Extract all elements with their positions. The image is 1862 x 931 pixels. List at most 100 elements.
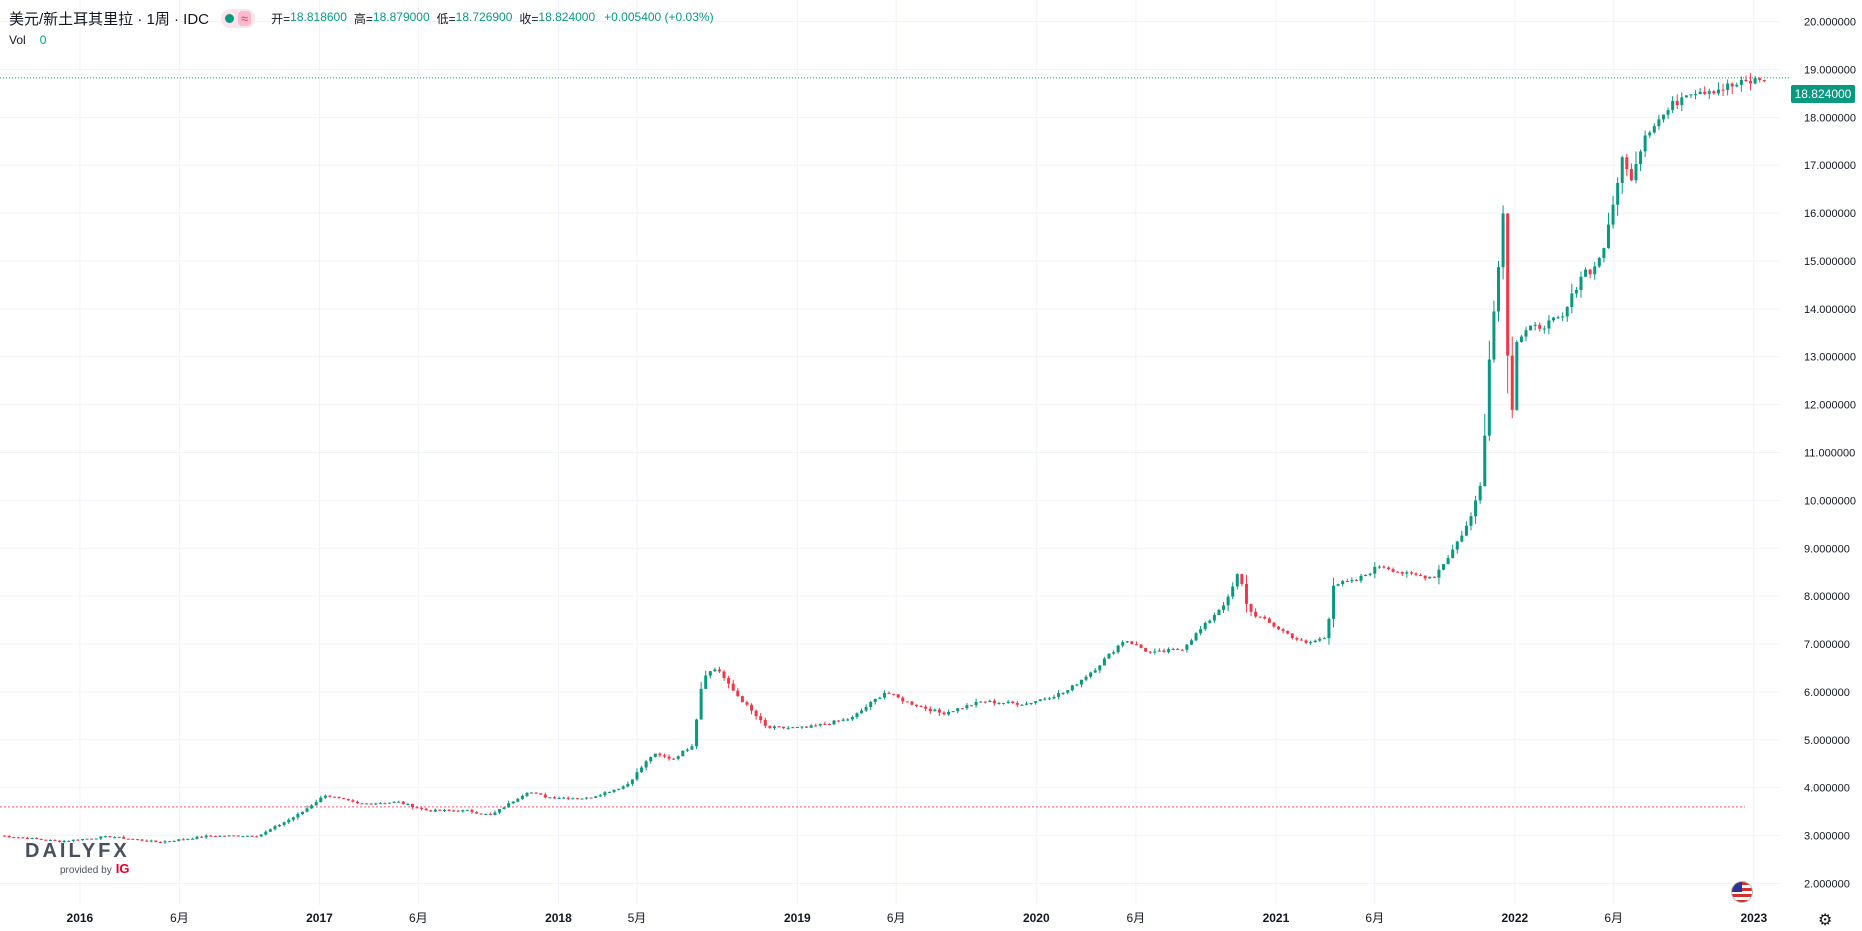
- candle-body: [1148, 651, 1152, 653]
- volume-label[interactable]: Vol: [9, 33, 26, 47]
- candle-body: [585, 797, 589, 799]
- candle-body: [1496, 267, 1500, 312]
- candle-body: [644, 761, 648, 768]
- candle-body: [1735, 84, 1739, 87]
- market-status-pill[interactable]: ≈: [221, 8, 256, 28]
- candle-body: [438, 809, 442, 811]
- candle-body: [1157, 650, 1161, 652]
- candle-body: [223, 835, 227, 837]
- candle-body: [552, 797, 556, 799]
- candle-body: [232, 835, 236, 837]
- candle-body: [1501, 213, 1505, 268]
- low-value: 18.726900: [455, 9, 513, 24]
- candle-body: [1538, 324, 1542, 329]
- candle-body: [323, 795, 327, 798]
- candle-body: [1561, 316, 1565, 318]
- candle-body: [200, 836, 204, 838]
- candle-body: [1492, 311, 1496, 360]
- candle-body: [1368, 573, 1372, 575]
- candle-body: [1079, 679, 1083, 685]
- candle-body: [530, 792, 534, 794]
- candle-body: [1671, 100, 1675, 111]
- candle-body: [1744, 79, 1748, 82]
- x-tick-label: 2017: [306, 911, 333, 925]
- candle-body: [1249, 603, 1253, 612]
- candle-body: [919, 706, 923, 708]
- logo-brand: DAILYFX: [25, 840, 130, 862]
- candle-body: [708, 671, 712, 676]
- candle-body: [204, 835, 208, 838]
- y-tick-label: 7.000000: [1804, 639, 1850, 651]
- candle-body: [1428, 576, 1432, 579]
- candle-body: [113, 837, 117, 839]
- candle-body: [433, 809, 437, 812]
- candle-body: [406, 803, 410, 805]
- candle-body: [319, 797, 323, 803]
- symbol-title[interactable]: 美元/新土耳其里拉 · 1周 · IDC: [9, 10, 210, 28]
- time-axis[interactable]: 2016 6月 2017 6月 2018 5月 2019 6月 2020 6月 2021 6月 2022…: [67, 911, 1768, 925]
- ohlc-values: 开= 18.818600 高= 18.879000 低= 18.726900 收= 18…: [271, 10, 713, 27]
- candle-body: [1758, 78, 1762, 81]
- candle-body: [1455, 541, 1459, 550]
- candle-body: [154, 840, 158, 842]
- candle-body: [562, 797, 566, 799]
- candle-body: [1533, 324, 1537, 326]
- candle-body: [979, 701, 983, 703]
- candle-body: [887, 692, 891, 694]
- close-value: 18.824000: [538, 9, 596, 24]
- candle-body: [1675, 100, 1679, 106]
- candle-body: [76, 839, 80, 841]
- candle-body: [126, 838, 130, 840]
- candle-body: [869, 702, 873, 708]
- candle-body: [1240, 574, 1244, 584]
- us-flag-icon[interactable]: [1731, 881, 1753, 903]
- candle-body: [333, 796, 337, 798]
- candle-body: [1102, 658, 1106, 666]
- candle-body: [282, 822, 286, 825]
- gear-icon[interactable]: ⚙: [1818, 912, 1833, 929]
- candle-body: [1189, 640, 1193, 645]
- candle-body: [85, 838, 89, 840]
- candles: [3, 73, 1766, 844]
- candle-body: [1327, 618, 1331, 639]
- candle-body: [1089, 672, 1093, 677]
- candle-body: [1551, 317, 1555, 321]
- x-tick-label: 6月: [1126, 911, 1145, 925]
- candle-body: [731, 683, 735, 691]
- candle-body: [278, 824, 282, 827]
- x-tick-label: 5月: [628, 911, 647, 925]
- candle-body: [905, 701, 909, 703]
- candle-body: [410, 803, 414, 808]
- candle-body: [617, 788, 621, 790]
- candle-body: [1304, 640, 1308, 643]
- candle-body: [1405, 572, 1409, 574]
- candle-body: [1057, 693, 1061, 697]
- y-tick-label: 2.000000: [1804, 878, 1850, 890]
- y-tick-label: 16.000000: [1804, 208, 1856, 220]
- candle-body: [392, 801, 396, 803]
- candle-body: [1226, 596, 1230, 606]
- candle-body: [970, 705, 974, 707]
- candle-body: [195, 836, 199, 839]
- candle-body: [997, 702, 1001, 704]
- candle-body: [181, 839, 185, 841]
- candle-body: [1093, 670, 1097, 673]
- y-tick-label: 6.000000: [1804, 687, 1850, 699]
- candle-body: [1029, 702, 1033, 704]
- candle-body: [1061, 692, 1065, 694]
- candle-body: [791, 727, 795, 729]
- candle-body: [690, 746, 694, 750]
- price-axis[interactable]: 2.000000 3.000000 4.000000 5.000000 6.000000…: [1804, 17, 1856, 891]
- candle-body: [305, 808, 309, 812]
- candle-body: [1070, 685, 1074, 691]
- candle-body: [268, 829, 272, 832]
- candle-body: [1277, 626, 1281, 630]
- candle-body: [695, 719, 699, 747]
- candle-body: [681, 750, 685, 757]
- candle-body: [1180, 649, 1184, 651]
- candle-body: [177, 839, 181, 841]
- candle-body: [841, 719, 845, 721]
- candle-body: [1721, 89, 1725, 91]
- candle-body: [1703, 91, 1707, 94]
